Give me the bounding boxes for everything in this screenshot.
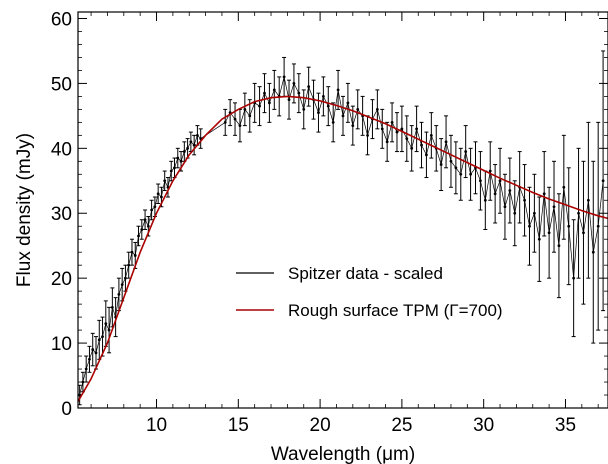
x-tick-label: 25 xyxy=(391,415,412,436)
x-axis-ticks: 10 15 20 25 30 35 xyxy=(90,12,599,436)
y-tick-label: 40 xyxy=(51,139,72,160)
legend: Spitzer data - scaled Rough surface TPM … xyxy=(236,264,503,320)
x-tick-label: 10 xyxy=(146,415,167,436)
plot-frame xyxy=(77,11,608,409)
legend-label-tpm: Rough surface TPM (Γ=700) xyxy=(288,301,503,320)
y-tick-label: 20 xyxy=(51,269,72,290)
x-tick-label: 20 xyxy=(310,415,331,436)
x-tick-label: 15 xyxy=(228,415,249,436)
y-tick-label: 10 xyxy=(51,334,72,355)
legend-label-spitzer: Spitzer data - scaled xyxy=(288,264,443,283)
series-line-spitzer xyxy=(79,76,604,396)
series-spitzer-data xyxy=(78,50,606,406)
y-tick-label: 60 xyxy=(51,9,72,30)
data-point xyxy=(601,179,605,183)
x-axis-label: Wavelength (μm) xyxy=(271,444,415,464)
y-tick-label: 50 xyxy=(51,74,72,95)
data-point xyxy=(78,393,82,397)
x-tick-label: 30 xyxy=(473,415,494,436)
series-line-tpm-model xyxy=(78,95,608,402)
y-axis-label: Flux density (mJy) xyxy=(14,133,35,287)
y-tick-label: 30 xyxy=(51,204,72,225)
x-tick-label: 35 xyxy=(555,415,576,436)
plot-area xyxy=(78,50,608,406)
y-axis-ticks: 0 10 20 30 40 50 60 xyxy=(51,9,608,420)
y-tick-label: 0 xyxy=(61,399,72,420)
